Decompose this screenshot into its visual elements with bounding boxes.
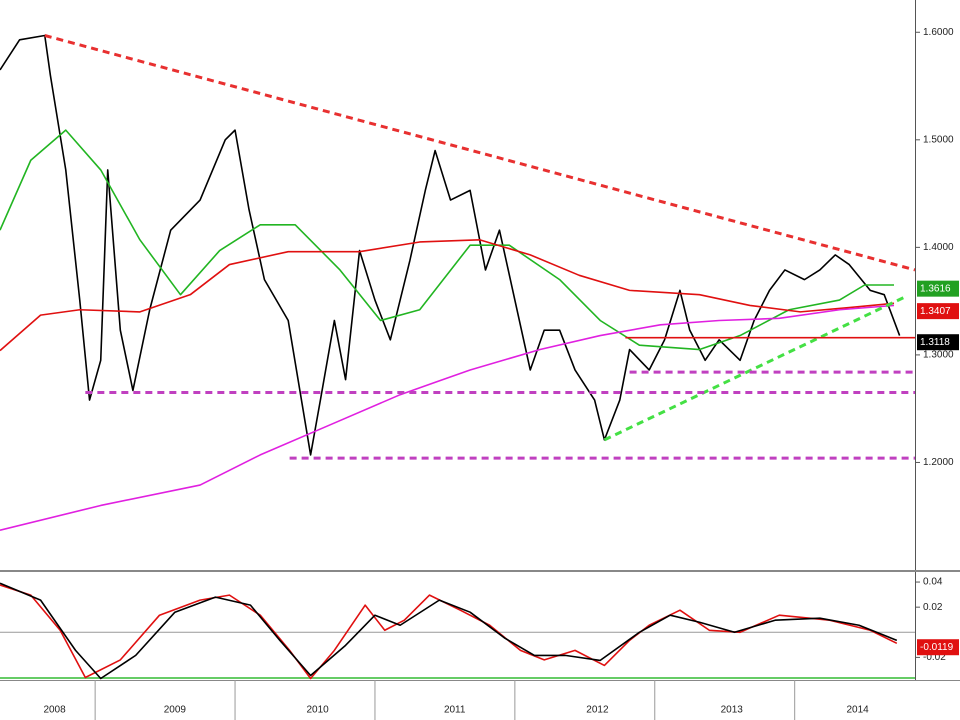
- price-label-box: [917, 334, 959, 351]
- price-label: 1.3118: [920, 337, 950, 348]
- x-tick-label: 2011: [444, 705, 466, 716]
- y-tick-label: 1.2000: [923, 457, 954, 468]
- series-line: [603, 295, 906, 442]
- x-tick-label: 2009: [164, 705, 187, 716]
- series-line: [0, 304, 895, 531]
- x-tick-label: 2014: [847, 705, 870, 716]
- series-line: [0, 129, 895, 351]
- price-label-box: [917, 303, 959, 320]
- y-tick-label: -0.02: [923, 652, 946, 663]
- y-tick-label: 1.6000: [923, 27, 954, 38]
- y-tick-label: 1.3000: [923, 350, 954, 361]
- y-tick-label: 0.04: [923, 577, 943, 588]
- price-label: 1.3407: [920, 306, 951, 317]
- x-tick-label: 2010: [306, 705, 329, 716]
- price-label-box: [917, 280, 959, 297]
- x-tick-label: 2008: [43, 705, 66, 716]
- series-line: [0, 239, 895, 352]
- y-tick-label: 0.02: [923, 602, 943, 613]
- x-tick-label: 2013: [721, 705, 744, 716]
- series-line: [0, 584, 898, 680]
- series-line: [44, 34, 915, 272]
- y-tick-label: 1.5000: [923, 134, 954, 145]
- x-tick-label: 2012: [586, 705, 609, 716]
- y-tick-label: 1.4000: [923, 242, 954, 253]
- price-label: 1.3616: [920, 283, 951, 294]
- series-line: [0, 34, 901, 456]
- series-line: [0, 582, 898, 680]
- price-label: -0.0119: [920, 642, 954, 653]
- price-label-box: [917, 639, 959, 656]
